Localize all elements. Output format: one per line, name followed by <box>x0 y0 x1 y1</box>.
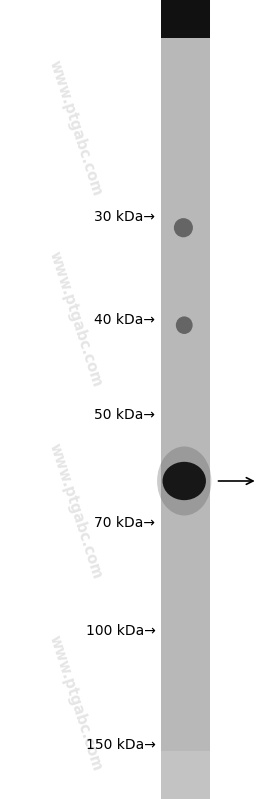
Text: 30 kDa→: 30 kDa→ <box>94 210 155 225</box>
Text: www.ptgabc.com: www.ptgabc.com <box>46 250 105 389</box>
Bar <box>161 0 210 799</box>
Text: www.ptgabc.com: www.ptgabc.com <box>46 58 105 197</box>
Ellipse shape <box>157 447 211 515</box>
Text: 50 kDa→: 50 kDa→ <box>94 408 155 423</box>
Text: 100 kDa→: 100 kDa→ <box>85 624 155 638</box>
Text: 40 kDa→: 40 kDa→ <box>94 312 155 327</box>
Text: 70 kDa→: 70 kDa→ <box>94 516 155 531</box>
Ellipse shape <box>176 316 193 334</box>
Text: www.ptgabc.com: www.ptgabc.com <box>46 634 105 773</box>
Bar <box>161 0 210 38</box>
Text: www.ptgabc.com: www.ptgabc.com <box>46 442 105 581</box>
Bar <box>161 751 210 799</box>
Ellipse shape <box>174 218 193 237</box>
Text: 150 kDa→: 150 kDa→ <box>85 737 155 752</box>
Ellipse shape <box>162 462 206 500</box>
